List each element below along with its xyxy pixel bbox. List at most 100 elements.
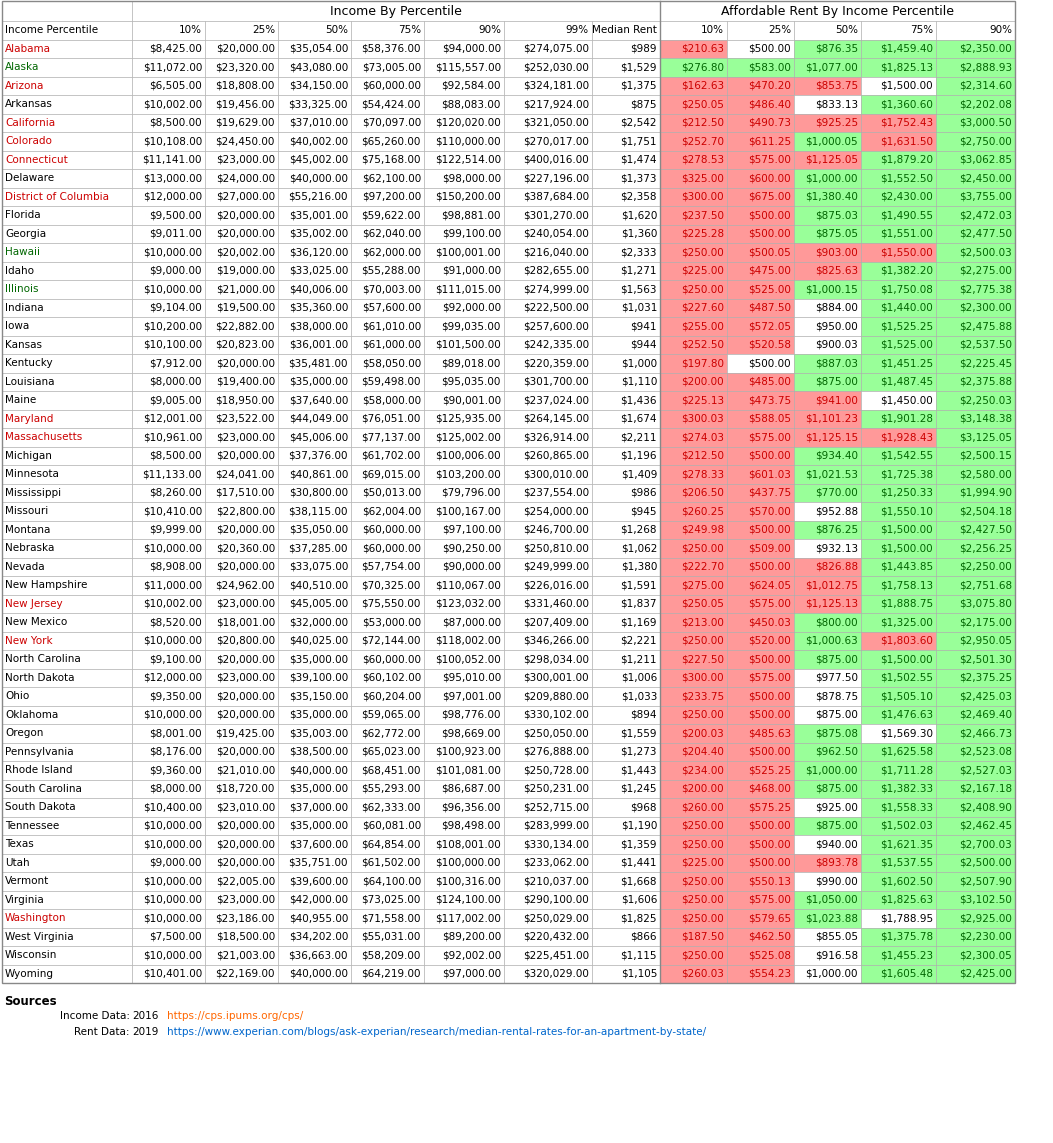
Bar <box>592 927 660 946</box>
Bar <box>424 262 504 280</box>
Text: Alaska: Alaska <box>5 62 39 72</box>
Bar <box>861 798 936 816</box>
Text: $1,375.78: $1,375.78 <box>880 932 933 942</box>
Bar <box>660 317 727 336</box>
Bar <box>2 761 132 780</box>
Bar <box>794 151 861 169</box>
Bar <box>278 187 351 206</box>
Bar <box>424 743 504 761</box>
Bar <box>504 576 592 594</box>
Text: $43,080.00: $43,080.00 <box>289 62 347 72</box>
Bar <box>278 631 351 650</box>
Bar <box>132 576 205 594</box>
Text: $35,481.00: $35,481.00 <box>289 358 347 368</box>
Text: $520.58: $520.58 <box>748 339 791 350</box>
Bar <box>278 391 351 409</box>
Text: $1,451.25: $1,451.25 <box>880 358 933 368</box>
Text: $800.00: $800.00 <box>815 617 858 628</box>
Bar <box>861 77 936 95</box>
Bar <box>660 927 727 946</box>
Bar <box>424 836 504 854</box>
Text: $853.75: $853.75 <box>815 81 858 90</box>
Text: $575.00: $575.00 <box>748 895 791 905</box>
Bar <box>424 927 504 946</box>
Bar <box>861 927 936 946</box>
Text: $500.00: $500.00 <box>749 857 791 868</box>
Bar <box>278 816 351 836</box>
Text: Florida: Florida <box>5 210 41 221</box>
Text: $12,000.00: $12,000.00 <box>143 673 202 682</box>
Text: $2,500.03: $2,500.03 <box>959 247 1012 257</box>
Text: $301,700.00: $301,700.00 <box>523 377 589 386</box>
Text: $20,000.00: $20,000.00 <box>216 692 275 702</box>
Bar <box>936 594 1015 613</box>
Bar <box>504 520 592 539</box>
Text: $11,072.00: $11,072.00 <box>142 62 202 72</box>
Text: $23,522.00: $23,522.00 <box>216 414 275 424</box>
Bar <box>278 890 351 909</box>
Bar <box>660 483 727 502</box>
Text: 2019: 2019 <box>132 1028 158 1037</box>
Bar <box>278 669 351 687</box>
Text: $252.70: $252.70 <box>681 136 724 146</box>
Text: $2,477.50: $2,477.50 <box>959 229 1012 239</box>
Text: $300,010.00: $300,010.00 <box>523 470 589 479</box>
Bar <box>660 761 727 780</box>
Text: $1,105: $1,105 <box>620 969 657 978</box>
Text: $150,200.00: $150,200.00 <box>435 192 501 202</box>
Text: $2,427.50: $2,427.50 <box>959 525 1012 535</box>
Bar <box>660 558 727 576</box>
Text: $611.25: $611.25 <box>748 136 791 146</box>
Bar <box>936 373 1015 391</box>
Bar <box>504 40 592 58</box>
Text: $500.05: $500.05 <box>749 247 791 257</box>
Text: $216,040.00: $216,040.00 <box>523 247 589 257</box>
Text: $33,075.00: $33,075.00 <box>289 561 347 572</box>
Bar <box>727 151 794 169</box>
Bar <box>727 465 794 483</box>
Bar <box>351 224 424 243</box>
Text: https://www.experian.com/blogs/ask-experian/research/median-rental-rates-for-an-: https://www.experian.com/blogs/ask-exper… <box>167 1028 707 1037</box>
Text: $92,000.00: $92,000.00 <box>442 303 501 313</box>
Bar <box>794 761 861 780</box>
Bar <box>205 890 278 909</box>
Text: $9,360.00: $9,360.00 <box>150 766 202 775</box>
Text: $675.00: $675.00 <box>748 192 791 202</box>
Text: Nevada: Nevada <box>5 561 44 572</box>
Text: $855.05: $855.05 <box>815 932 858 942</box>
Text: $97,100.00: $97,100.00 <box>442 525 501 535</box>
Bar <box>504 872 592 890</box>
Text: $35,002.00: $35,002.00 <box>289 229 347 239</box>
Bar <box>278 761 351 780</box>
Text: $18,001.00: $18,001.00 <box>216 617 275 628</box>
Bar <box>2 58 132 77</box>
Bar <box>660 724 727 743</box>
Bar <box>861 890 936 909</box>
Bar <box>205 40 278 58</box>
Bar <box>727 761 794 780</box>
Text: $9,350.00: $9,350.00 <box>150 692 202 702</box>
Bar <box>592 705 660 724</box>
Text: $487.50: $487.50 <box>748 303 791 313</box>
Text: $227,196.00: $227,196.00 <box>523 174 589 183</box>
Text: $24,962.00: $24,962.00 <box>216 581 275 590</box>
Text: $1,268: $1,268 <box>620 525 657 535</box>
Bar <box>660 262 727 280</box>
Text: $18,720.00: $18,720.00 <box>216 784 275 793</box>
Bar <box>2 465 132 483</box>
Text: $35,000.00: $35,000.00 <box>289 710 347 720</box>
Text: $59,065.00: $59,065.00 <box>361 710 421 720</box>
Bar <box>592 427 660 447</box>
Bar <box>504 594 592 613</box>
Bar <box>351 502 424 520</box>
Bar <box>132 1 660 21</box>
Text: $2,408.90: $2,408.90 <box>959 802 1012 813</box>
Text: $2,580.00: $2,580.00 <box>959 470 1012 479</box>
Bar <box>861 724 936 743</box>
Bar <box>132 427 205 447</box>
Text: $925.25: $925.25 <box>815 118 858 128</box>
Bar <box>794 447 861 465</box>
Bar <box>424 187 504 206</box>
Text: $1,380: $1,380 <box>620 561 657 572</box>
Bar <box>2 21 132 40</box>
